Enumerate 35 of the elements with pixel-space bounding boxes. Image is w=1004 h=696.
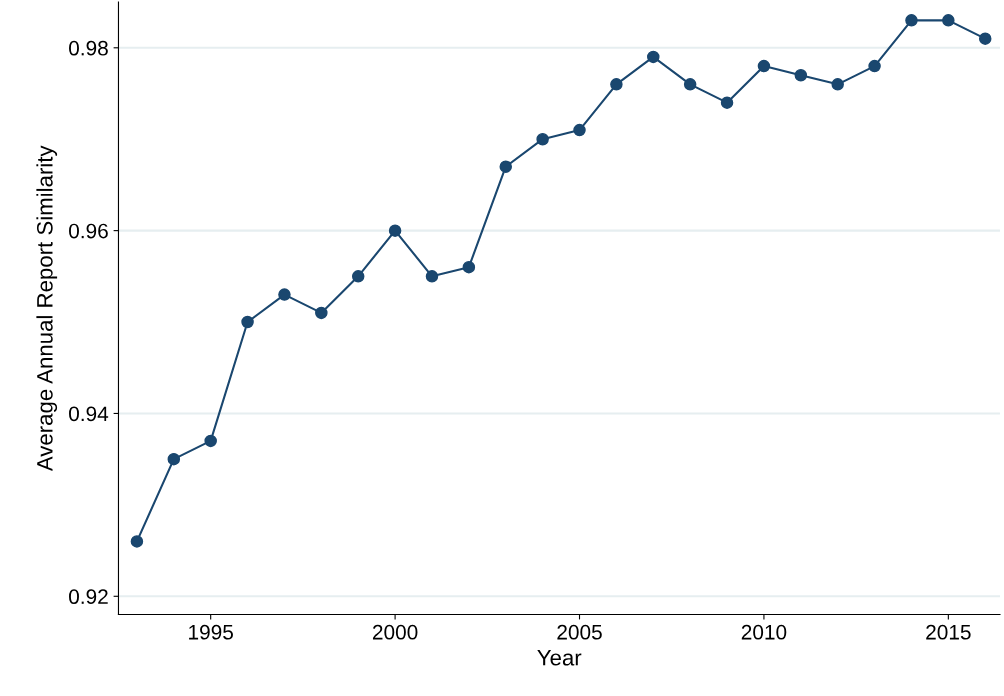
point [831, 78, 844, 91]
point [388, 224, 402, 237]
point [757, 59, 771, 73]
point [720, 96, 734, 109]
y-tick-label: 0.98 [69, 40, 108, 56]
x-tick-label: 2015 [926, 624, 971, 640]
point [978, 32, 992, 45]
x-tick-label: 2000 [372, 624, 418, 640]
point [204, 434, 217, 448]
point [499, 160, 512, 173]
point [905, 14, 918, 27]
point [351, 270, 365, 283]
x-tick-label: 2005 [557, 624, 602, 640]
x-tick-label: 2010 [741, 624, 787, 640]
point [241, 315, 254, 329]
point [462, 260, 476, 274]
y-tick-label: 0.94 [69, 406, 109, 422]
point [794, 68, 808, 82]
x-tick-label: 1995 [189, 624, 233, 640]
point [573, 123, 586, 137]
point [278, 288, 291, 301]
point [683, 78, 697, 91]
point [647, 50, 660, 64]
point [167, 452, 181, 466]
y-axis-title: Average Annual Report Similarity [36, 145, 58, 472]
y-tick-label: 0.92 [69, 589, 108, 605]
point [130, 535, 144, 548]
point [425, 270, 439, 283]
point [610, 78, 623, 91]
point [942, 14, 955, 27]
x-axis-title: Year [537, 650, 582, 666]
point [315, 306, 328, 320]
y-tick-label: 0.96 [69, 223, 108, 239]
point [536, 132, 549, 146]
point [868, 59, 881, 73]
